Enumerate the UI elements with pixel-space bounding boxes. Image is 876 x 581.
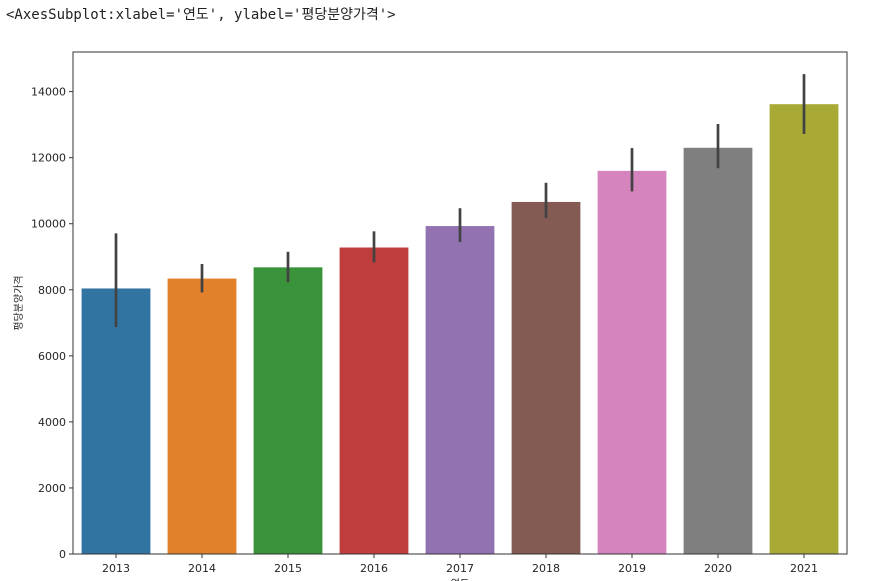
x-tick-label: 2019 [618, 562, 646, 575]
y-axis-label: 평당분양가격 [12, 275, 25, 330]
y-tick-label: 8000 [38, 284, 66, 297]
x-tick-label: 2018 [532, 562, 560, 575]
bar-2020 [683, 147, 753, 555]
x-tick-label: 2014 [188, 562, 216, 575]
plot-frame [72, 51, 848, 555]
y-axis-ticks: 0 2000 4000 6000 8000 10000 12000 14000 [31, 86, 73, 561]
y-tick-label: 10000 [31, 218, 66, 231]
bar-2021 [769, 104, 839, 554]
y-tick-label: 12000 [31, 152, 66, 165]
bar-2017 [425, 226, 495, 554]
x-axis-ticks: 2013 2014 2015 2016 2017 2018 2019 2020 2021 [102, 554, 818, 575]
x-tick-label: 2015 [274, 562, 302, 575]
x-tick-label: 2017 [446, 562, 474, 575]
y-tick-label: 0 [59, 548, 66, 561]
bar-2018 [511, 201, 581, 555]
bar-2015 [253, 267, 323, 554]
bar-2019 [597, 170, 667, 555]
y-tick-label: 4000 [38, 416, 66, 429]
bar-2014 [167, 278, 237, 554]
bar-2016 [339, 247, 409, 554]
output-repr-text: <AxesSubplot:xlabel='연도', ylabel='평당분양가격… [6, 7, 396, 23]
x-tick-label: 2020 [704, 562, 732, 575]
x-tick-label: 2013 [102, 562, 130, 575]
y-tick-label: 2000 [38, 482, 66, 495]
error-bars-group [114, 74, 806, 328]
bars-group [81, 104, 839, 555]
x-tick-label: 2021 [790, 562, 818, 575]
x-axis-label: 연도 [451, 578, 469, 581]
bar-2013 [81, 288, 151, 554]
y-tick-label: 14000 [31, 86, 66, 99]
y-tick-label: 6000 [38, 350, 66, 363]
x-tick-label: 2016 [360, 562, 388, 575]
